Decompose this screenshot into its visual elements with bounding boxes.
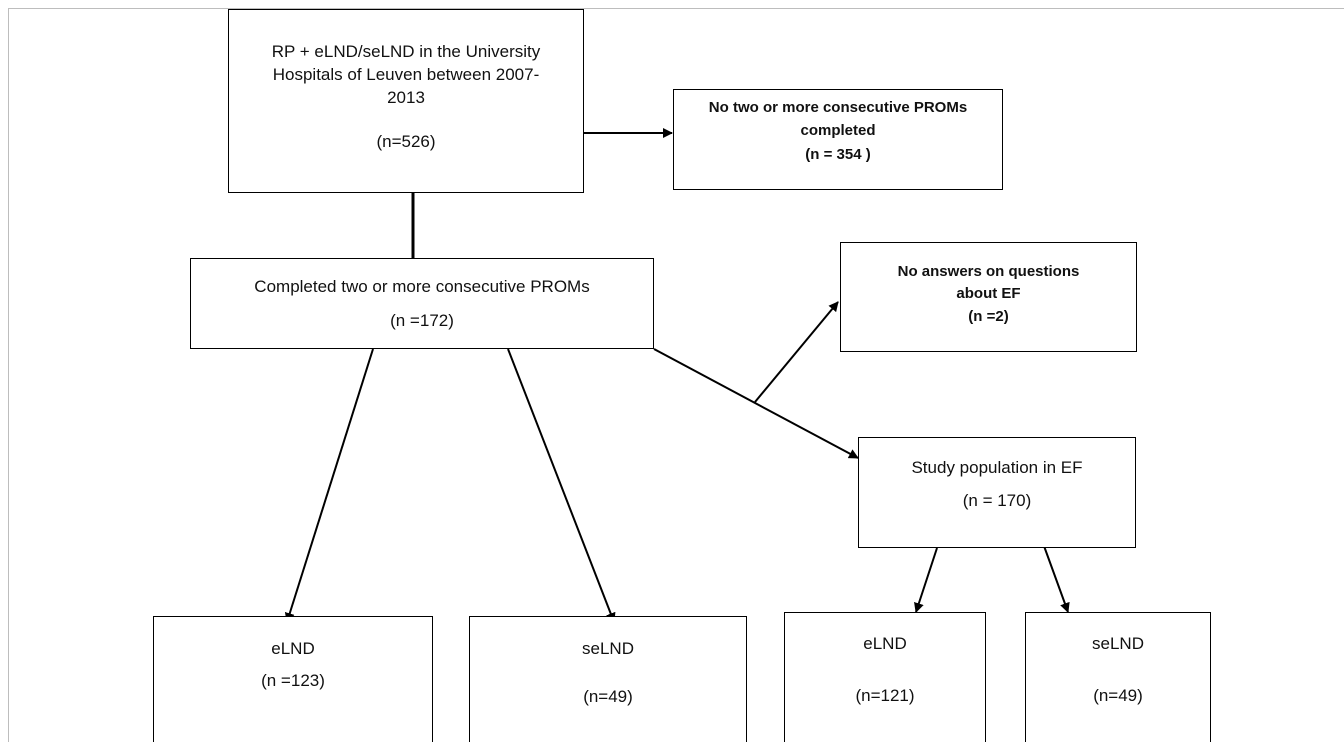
excluded-no-ef-count: (n =2) xyxy=(968,308,1009,325)
elnd-ef-count: (n=121) xyxy=(855,686,915,705)
initial-population-count: (n=526) xyxy=(376,132,436,151)
study-population-ef-count: (n = 170) xyxy=(962,491,1032,510)
arrow-branch-to-excluded-ef xyxy=(754,301,839,403)
elnd-all-count: (n =123) xyxy=(261,671,325,690)
arrow-completed-to-elnd xyxy=(284,348,374,623)
box-elnd-all: eLND (n =123) xyxy=(153,616,433,742)
box-study-population-ef: Study population in EF (n = 170) xyxy=(858,437,1136,548)
completed-proms-count: (n =172) xyxy=(390,311,454,330)
selnd-all-label: seLND xyxy=(582,639,634,658)
box-selnd-ef: seLND (n=49) xyxy=(1025,612,1211,742)
excluded-no-ef-line-2: about EF xyxy=(956,285,1021,302)
box-excluded-no-ef-answers: No answers on questions about EF (n =2) xyxy=(840,242,1137,352)
study-population-ef-label: Study population in EF xyxy=(911,458,1083,477)
completed-proms-label: Completed two or more consecutive PROMs xyxy=(254,277,590,296)
box-completed-proms: Completed two or more consecutive PROMs … xyxy=(190,258,654,349)
excluded-no-proms-line-1: No two or more consecutive PROMs xyxy=(708,99,968,116)
arrow-study-ef-to-elnd xyxy=(914,547,938,613)
selnd-all-count: (n=49) xyxy=(583,687,633,706)
arrow-completed-to-selnd xyxy=(507,348,616,623)
arrow-completed-to-study-ef xyxy=(653,348,859,459)
initial-population-line-3: 2013 xyxy=(387,88,425,107)
selnd-ef-count: (n=49) xyxy=(1093,686,1143,705)
excluded-no-proms-line-2: completed xyxy=(800,122,876,139)
initial-population-line-2: Hospitals of Leuven between 2007- xyxy=(272,65,540,84)
excluded-no-proms-count: (n = 354 ) xyxy=(805,146,871,163)
box-elnd-ef: eLND (n=121) xyxy=(784,612,986,742)
arrow-study-ef-to-selnd xyxy=(1043,545,1070,613)
page-border-top xyxy=(8,8,1344,9)
box-initial-population: RP + eLND/seLND in the University Hospit… xyxy=(228,9,584,193)
box-excluded-no-proms: No two or more consecutive PROMs complet… xyxy=(673,89,1003,190)
page-border-left xyxy=(8,8,9,742)
elnd-all-label: eLND xyxy=(271,639,315,658)
selnd-ef-label: seLND xyxy=(1092,634,1144,653)
box-selnd-all: seLND (n=49) xyxy=(469,616,747,742)
excluded-no-ef-line-1: No answers on questions xyxy=(897,263,1080,280)
elnd-ef-label: eLND xyxy=(863,634,907,653)
initial-population-line-1: RP + eLND/seLND in the University xyxy=(271,42,541,61)
